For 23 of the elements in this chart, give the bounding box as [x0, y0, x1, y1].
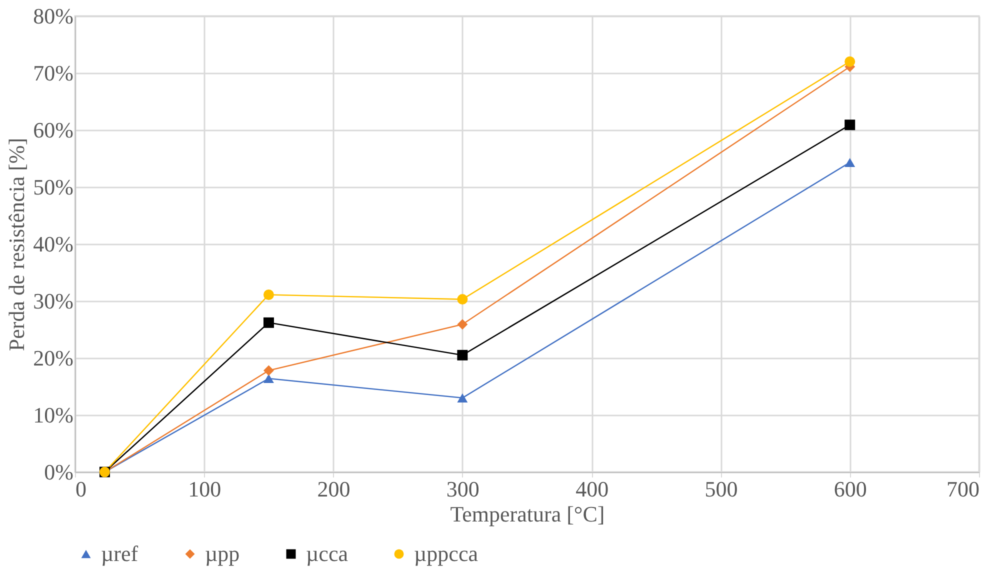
x-tick-label: 0 [76, 476, 86, 502]
legend-label: µpp [205, 541, 240, 566]
x-tick-label: 700 [946, 476, 980, 502]
y-tick-label: 50% [33, 174, 74, 200]
x-axis-title: Temperatura [°C] [450, 502, 605, 526]
y-tick-label: 0% [44, 460, 74, 484]
y-tick-label: 10% [33, 402, 74, 428]
y-tick-label: 30% [33, 288, 74, 314]
x-tick-label: 200 [317, 476, 350, 502]
legend-label: µcca [306, 541, 348, 566]
y-tick-label: 80% [33, 4, 74, 28]
legend-label: µref [101, 541, 139, 566]
x-tick-label: 300 [446, 476, 480, 502]
y-tick-label: 60% [33, 118, 74, 142]
x-tick-label: 600 [834, 476, 867, 502]
y-tick-label: 40% [33, 232, 74, 256]
x-tick-label: 100 [188, 476, 222, 502]
x-tick-label: 400 [576, 476, 609, 502]
y-tick-label: 70% [33, 60, 74, 86]
y-tick-label: 20% [33, 346, 74, 370]
y-axis-title: Perda de resistência [%] [4, 138, 30, 352]
x-tick-label: 500 [704, 476, 738, 502]
legend-label: µppcca [414, 541, 478, 566]
